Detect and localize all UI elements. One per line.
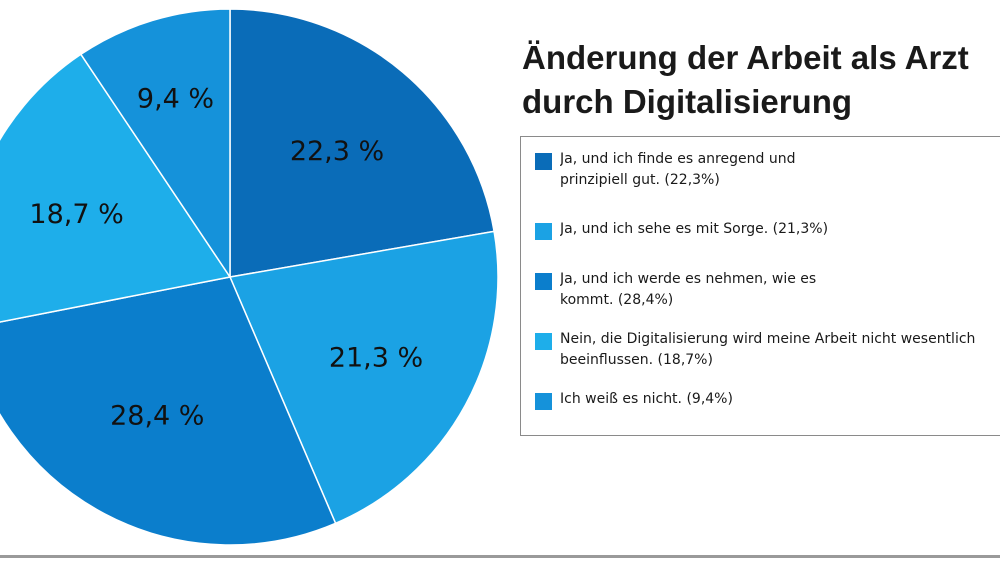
legend-label: Nein, die Digitalisierung wird meine Arb…: [560, 329, 975, 371]
legend-label-line: Ich weiß es nicht. (9,4%): [560, 391, 733, 407]
slice-value-label-5: 9,4 %: [137, 84, 214, 115]
legend-item-5: Ich weiß es nicht. (9,4%): [535, 389, 1000, 410]
slice-value-label-1: 22,3 %: [290, 136, 384, 167]
legend-label-line: prinzipiell gut. (22,3%): [560, 172, 720, 188]
legend-item-3: Ja, und ich werde es nehmen, wie es kommt…: [535, 269, 1000, 311]
legend-label-line: Ja, und ich finde es anregend und: [560, 151, 796, 167]
legend-swatch: [535, 153, 552, 170]
slice-value-label-2: 21,3 %: [329, 342, 423, 373]
chart-title-line-2: durch Digitalisierung: [522, 83, 853, 120]
legend-label-line: beeinflussen. (18,7%): [560, 352, 713, 368]
chart-title: Änderung der Arbeit als Arzt durch Digit…: [522, 36, 1000, 124]
legend-swatch: [535, 273, 552, 290]
legend: Ja, und ich finde es anregend und prinzip…: [520, 136, 1000, 436]
legend-swatch: [535, 223, 552, 240]
legend-label-line: Ja, und ich werde es nehmen, wie es: [560, 271, 817, 287]
legend-label: Ich weiß es nicht. (9,4%): [560, 389, 733, 410]
legend-item-2: Ja, und ich sehe es mit Sorge. (21,3%): [535, 219, 1000, 240]
pie-slice-5: [79, 8, 231, 280]
legend-label-line: kommt. (28,4%): [560, 292, 674, 308]
pie-slice-4: [0, 53, 232, 323]
pie-slice-2: [228, 230, 499, 525]
legend-swatch: [535, 393, 552, 410]
pie-slice-1: [229, 8, 495, 278]
legend-item-1: Ja, und ich finde es anregend und prinzip…: [535, 149, 1000, 191]
chart-title-line-1: Änderung der Arbeit als Arzt: [522, 39, 969, 76]
slice-value-label-4: 18,7 %: [29, 199, 123, 230]
legend-label: Ja, und ich finde es anregend und prinzip…: [560, 149, 795, 191]
legend-label: Ja, und ich sehe es mit Sorge. (21,3%): [560, 219, 828, 240]
legend-swatch: [535, 333, 552, 350]
pie-slice-3: [0, 276, 337, 546]
slice-value-label-3: 28,4 %: [110, 400, 204, 431]
bottom-divider: [0, 555, 1000, 558]
legend-item-4: Nein, die Digitalisierung wird meine Arb…: [535, 329, 1000, 371]
legend-label-line: Ja, und ich sehe es mit Sorge. (21,3%): [560, 221, 829, 237]
legend-label: Ja, und ich werde es nehmen, wie es kommt…: [560, 269, 816, 311]
legend-label-line: Nein, die Digitalisierung wird meine Arb…: [560, 331, 976, 347]
